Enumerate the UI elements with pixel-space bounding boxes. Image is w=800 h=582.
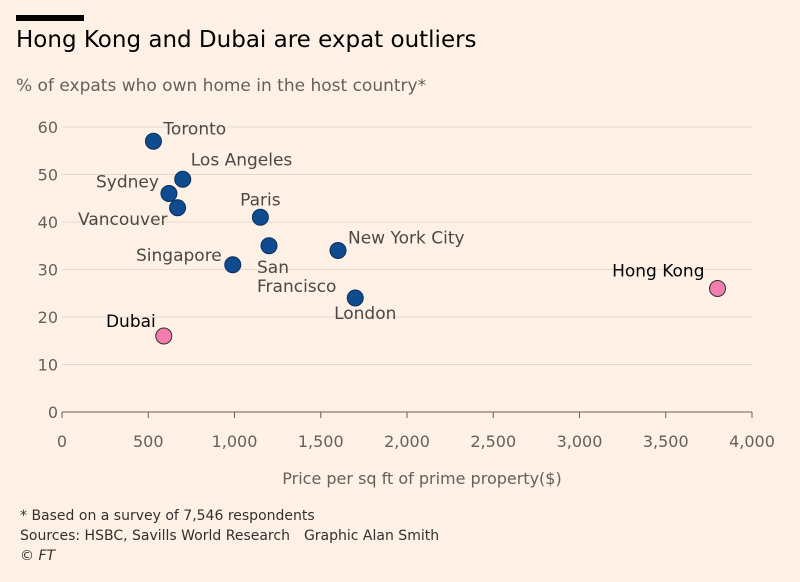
point-vancouver <box>169 199 187 217</box>
label-dubai: Dubai <box>106 312 156 332</box>
point-london <box>346 289 364 307</box>
point-sydney <box>160 185 178 202</box>
sources: Sources: HSBC, Savills World Research <box>20 528 290 544</box>
chart-title: Hong Kong and Dubai are expat outliers <box>16 27 477 53</box>
graphic-credit: Graphic Alan Smith <box>303 528 440 544</box>
point-toronto <box>144 132 162 150</box>
x-tick-label: 0 <box>57 432 67 451</box>
point-los-angeles <box>174 170 192 188</box>
point-san-francisco <box>260 237 278 255</box>
label-london: London <box>334 304 396 324</box>
x-tick-label: 3,000 <box>557 432 603 451</box>
label-singapore: Singapore <box>136 246 222 266</box>
point-singapore <box>224 256 242 274</box>
x-tick-label: 1,500 <box>298 432 344 451</box>
label-san-francisco: San Francisco <box>257 258 336 297</box>
y-tick-label: 50 <box>38 166 58 185</box>
copyright: © FT <box>20 548 56 564</box>
label-toronto: Toronto <box>162 119 226 139</box>
y-tick-label: 40 <box>38 213 58 232</box>
y-tick-label: 30 <box>38 261 58 280</box>
footnote: * Based on a survey of 7,546 respondents <box>20 508 315 524</box>
label-paris: Paris <box>240 190 281 210</box>
y-tick-label: 0 <box>48 403 58 422</box>
label-new-york-city: New York City <box>348 229 465 249</box>
point-hong-kong <box>709 280 726 297</box>
brand-bar <box>16 15 84 21</box>
point-dubai <box>155 327 173 345</box>
y-tick-label: 60 <box>38 118 58 137</box>
label-vancouver: Vancouver <box>78 210 168 230</box>
label-los-angeles: Los Angeles <box>191 150 293 170</box>
y-tick-label: 20 <box>38 308 58 327</box>
label-sydney: Sydney <box>96 173 159 193</box>
x-tick-label: 4,000 <box>729 432 775 451</box>
y-tick-label: 10 <box>38 356 58 375</box>
x-tick-label: 2,000 <box>384 432 430 451</box>
x-tick-label: 1,000 <box>212 432 258 451</box>
x-axis-label: Price per sq ft of prime property($) <box>282 469 561 488</box>
sources-line: Sources: HSBC, Savills World Research Gra… <box>20 528 439 544</box>
x-tick-label: 2,500 <box>470 432 516 451</box>
label-hong-kong: Hong Kong <box>612 262 704 282</box>
x-tick-label: 3,500 <box>643 432 689 451</box>
point-paris <box>251 208 269 226</box>
x-tick-label: 500 <box>133 432 164 451</box>
point-new-york-city <box>329 242 347 259</box>
chart-subtitle: % of expats who own home in the host cou… <box>16 76 427 96</box>
